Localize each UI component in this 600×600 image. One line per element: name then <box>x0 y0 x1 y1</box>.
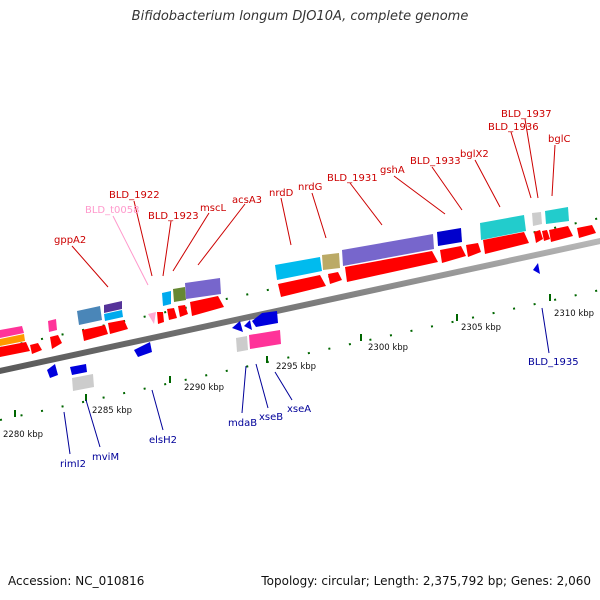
forward-gene-features <box>0 207 596 357</box>
gene-feature <box>50 335 62 349</box>
gene-feature <box>77 306 102 325</box>
gene-label: BLD_1933 <box>410 156 461 167</box>
gene-feature <box>532 212 542 226</box>
gene-feature <box>0 326 24 338</box>
gene-feature <box>342 234 434 266</box>
gene-feature <box>167 308 177 320</box>
reverse-gene-features <box>47 263 540 391</box>
gene-label: nrdD <box>269 188 294 199</box>
gene-label: gshA <box>380 165 405 176</box>
gene-feature <box>148 312 156 324</box>
gene-feature <box>157 312 164 324</box>
gene-feature <box>82 325 108 341</box>
forward-gene-labels: gppA2 BLD_t0058 BLD_1922 BLD_1923 mscL a… <box>54 109 570 246</box>
gene-feature <box>72 374 94 391</box>
gene-feature <box>252 311 278 327</box>
major-ticks <box>14 294 551 417</box>
gene-feature <box>549 226 573 242</box>
gene-label: BLD_t0058 <box>85 205 140 216</box>
gene-feature <box>232 321 243 332</box>
gene-feature <box>437 228 462 246</box>
gene-feature <box>48 319 57 332</box>
gene-feature <box>542 230 550 241</box>
scale-label: 2310 kbp <box>554 309 594 319</box>
gene-feature <box>480 215 526 240</box>
gene-feature <box>47 364 58 378</box>
gene-feature <box>440 246 466 263</box>
gene-label: bglC <box>548 134 570 145</box>
gene-feature <box>533 263 540 274</box>
gene-feature <box>70 364 87 375</box>
gene-label: BLD_1923 <box>148 211 199 222</box>
gene-feature <box>185 278 221 299</box>
gene-label: elsH2 <box>149 435 177 446</box>
scale-label: 2300 kbp <box>368 343 408 353</box>
gene-feature <box>30 343 42 354</box>
genome-summary-text: Topology: circular; Length: 2,375,792 bp… <box>261 574 591 588</box>
gene-label: xseA <box>287 404 311 415</box>
gene-feature <box>104 301 122 313</box>
reverse-gene-labels: rimI2 mviM elsH2 mdaB xseB xseA BLD_1935 <box>60 357 579 470</box>
gene-label: mviM <box>92 452 119 463</box>
gene-label: xseB <box>259 412 283 423</box>
scale-label: 2295 kbp <box>276 362 316 372</box>
gene-label: bglX2 <box>460 149 489 160</box>
gene-feature <box>322 253 340 270</box>
gene-label: gppA2 <box>54 235 86 246</box>
gene-feature <box>577 225 596 238</box>
gene-feature <box>236 336 248 352</box>
scale-label: 2290 kbp <box>184 383 224 393</box>
gene-label: BLD_1936 <box>488 122 539 133</box>
gene-label: nrdG <box>298 182 322 193</box>
label-leader-lines <box>63 118 556 455</box>
gene-label: BLD_1931 <box>327 173 378 184</box>
gene-feature <box>108 320 128 334</box>
gene-feature <box>466 243 481 257</box>
genome-backbone <box>0 238 600 374</box>
scale-labels: 2280 kbp 2285 kbp 2290 kbp 2295 kbp 2300… <box>3 309 594 440</box>
gene-feature <box>0 342 30 357</box>
gene-feature <box>244 320 252 330</box>
gene-feature <box>328 272 342 284</box>
scale-label: 2280 kbp <box>3 430 43 440</box>
gene-label: rimI2 <box>60 459 86 470</box>
gene-feature <box>483 232 529 254</box>
gene-feature <box>249 330 281 349</box>
gene-feature <box>134 342 152 357</box>
gene-label: mscL <box>200 203 226 214</box>
gene-label: BLD_1937 <box>501 109 552 120</box>
gene-label: acsA3 <box>232 195 262 206</box>
gene-feature <box>178 305 188 317</box>
map-title: Bifidobacterium longum DJO10A, complete … <box>131 9 469 24</box>
scale-label: 2285 kbp <box>92 406 132 416</box>
gene-label: BLD_1922 <box>109 190 160 201</box>
gene-feature <box>0 334 25 346</box>
scale-label: 2305 kbp <box>461 323 501 333</box>
gene-feature <box>545 207 569 224</box>
gene-feature <box>275 257 322 280</box>
gene-label: mdaB <box>228 418 257 429</box>
gene-feature <box>173 287 186 302</box>
gene-feature <box>162 291 171 306</box>
gene-feature <box>345 251 438 282</box>
gene-feature <box>104 310 123 321</box>
gene-feature <box>190 296 224 316</box>
gene-feature <box>278 275 326 297</box>
gene-label: BLD_1935 <box>528 357 579 368</box>
accession-text: Accession: NC_010816 <box>8 574 145 588</box>
gene-feature <box>534 230 543 243</box>
